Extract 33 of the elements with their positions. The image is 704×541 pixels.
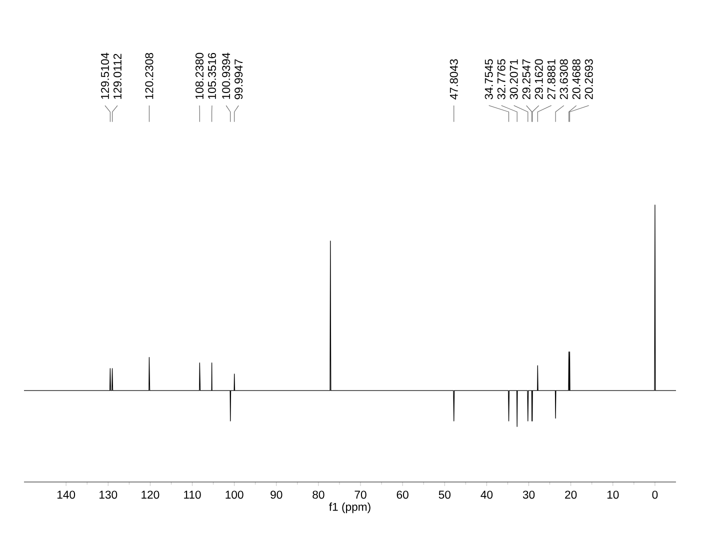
annotation: 29.1620 bbox=[534, 59, 543, 100]
annotation: 32.7765 bbox=[497, 59, 506, 100]
annotation: 27.8881 bbox=[547, 59, 556, 100]
annotation: 120.2308 bbox=[145, 52, 154, 99]
x-tick-label: 140 bbox=[57, 490, 76, 499]
x-tick-label: 130 bbox=[100, 490, 118, 499]
x-tick-label: 0 bbox=[652, 490, 658, 499]
x-tick-label: 50 bbox=[438, 490, 450, 499]
annotation: 20.4688 bbox=[572, 59, 580, 100]
annotation: 105.3516 bbox=[208, 52, 216, 99]
annotation: 108.2380 bbox=[195, 52, 204, 99]
x-tick-label: 40 bbox=[480, 490, 493, 499]
x-tick-label: 80 bbox=[312, 490, 324, 499]
annotation: 34.7545 bbox=[484, 59, 493, 100]
x-tick-label: 90 bbox=[270, 490, 282, 499]
x-tick-label: 100 bbox=[226, 490, 244, 499]
annotation: 29.2547 bbox=[522, 59, 530, 100]
x-tick-label: 10 bbox=[607, 490, 619, 499]
annotation: 100.9394 bbox=[222, 52, 230, 99]
annotation: 99.9947 bbox=[234, 59, 243, 100]
annotation: 20.2693 bbox=[584, 59, 593, 100]
annotation: 30.2071 bbox=[510, 59, 518, 100]
x-tick-label: 30 bbox=[522, 490, 535, 499]
annotation: 129.0112 bbox=[113, 54, 122, 99]
annotation: 23.6308 bbox=[560, 59, 568, 100]
x-tick-label: 60 bbox=[396, 490, 408, 499]
x-axis-title: f1 (ppm) bbox=[329, 502, 370, 514]
annotation: 47.8043 bbox=[450, 59, 458, 100]
x-tick-label: 20 bbox=[565, 490, 577, 499]
annotation: 129.5104 bbox=[100, 52, 109, 99]
x-tick-label: 70 bbox=[354, 490, 366, 499]
x-tick-label: 120 bbox=[142, 490, 160, 499]
x-tick-label: 110 bbox=[184, 490, 201, 499]
